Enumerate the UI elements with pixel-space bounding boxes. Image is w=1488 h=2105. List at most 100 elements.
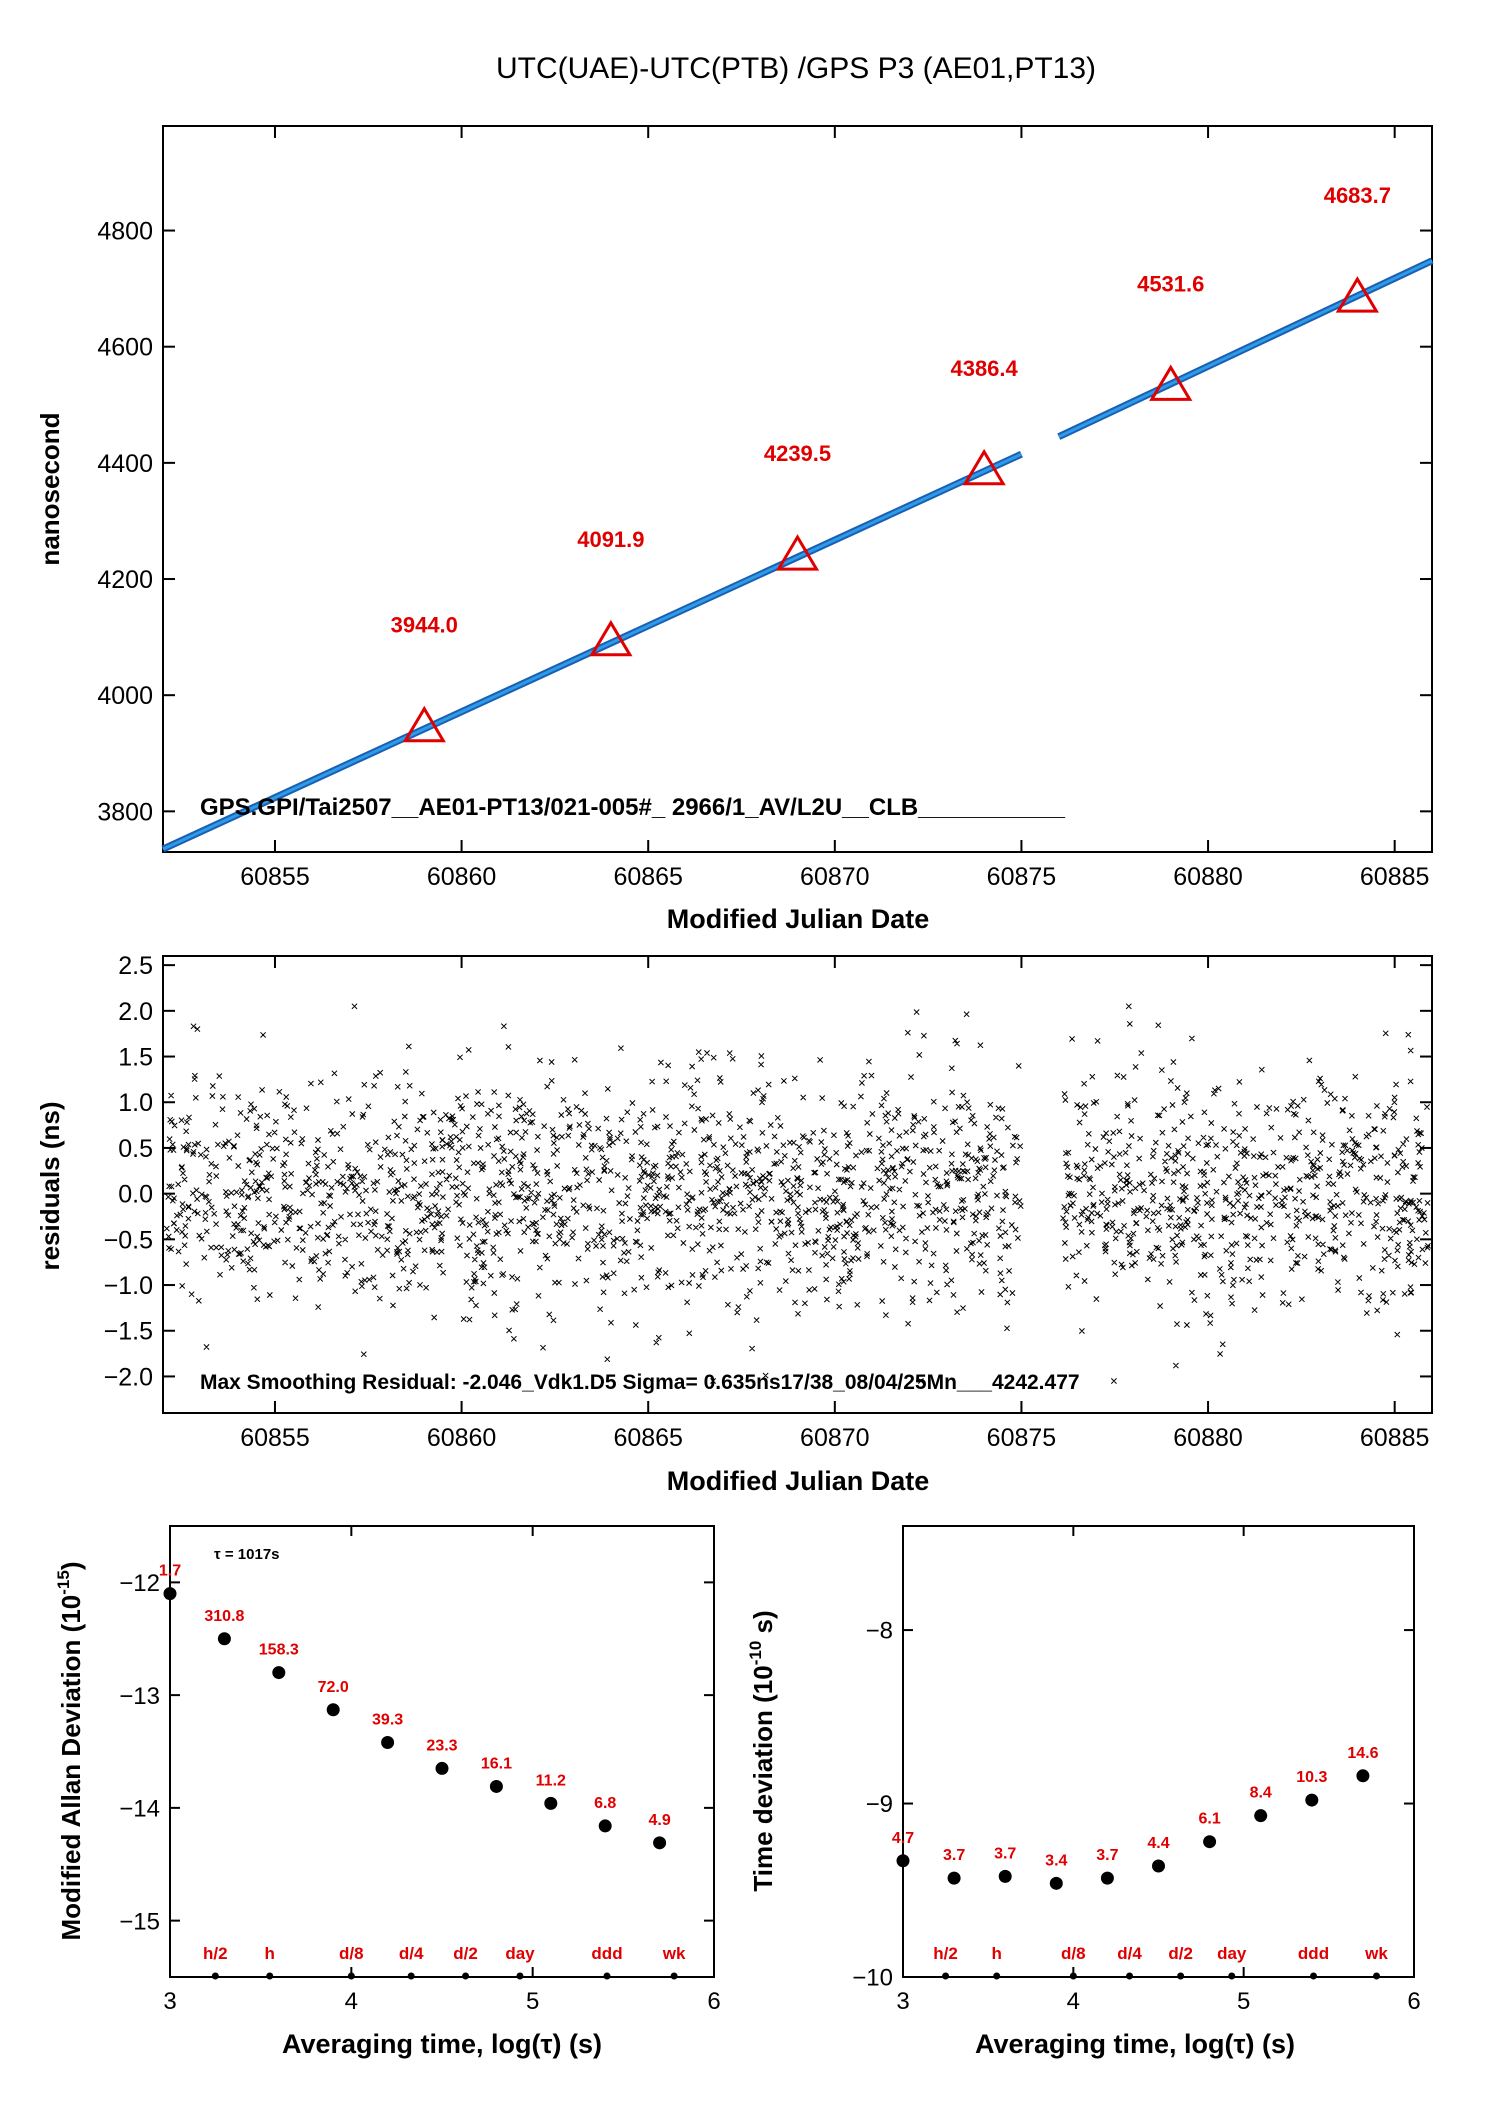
- x-tick-label: 60875: [987, 863, 1057, 891]
- residual-points: [163, 1003, 1431, 1384]
- y-tick-label: 4400: [97, 450, 153, 478]
- y-tick-label: 1.5: [118, 1044, 153, 1072]
- period-markers: h/2 h d/8 d/4 d/2 day ddd wk: [203, 1944, 686, 1980]
- y-tick-label: −2.0: [104, 1363, 153, 1391]
- period-tick: [1177, 1972, 1185, 1980]
- data-point: [381, 1735, 395, 1749]
- x-tick-label: 60860: [427, 1424, 497, 1452]
- x-tick-label: 60875: [987, 1424, 1057, 1452]
- y-tick-label: −1.0: [104, 1272, 153, 1300]
- plot-frame: [169, 1525, 715, 1978]
- plot-frame: [902, 1525, 1415, 1978]
- value-label: 3.7: [1096, 1847, 1118, 1864]
- value-label: 6.8: [594, 1795, 616, 1812]
- plot-frame: [162, 125, 1433, 853]
- y-tick-label: −9: [866, 1791, 893, 1818]
- value-label: 23.3: [426, 1737, 457, 1754]
- time-series-panel: 3800 4000 4200 4400 4600 4800 60855 60860 60865…: [35, 125, 1434, 934]
- marker-label: 3944.0: [391, 613, 458, 638]
- y-tick-label: 0.0: [118, 1181, 153, 1209]
- y-axis-label-text: Modified Allan Deviation (10: [56, 1595, 86, 1941]
- y-tick-label: 2.5: [118, 952, 153, 980]
- x-tick-label: 60870: [800, 1424, 870, 1452]
- x-axis: 3 4 5 6: [896, 1526, 1421, 2015]
- period-label: h/2: [933, 1944, 958, 1963]
- x-axis-label: Modified Julian Date: [667, 1466, 930, 1496]
- x-axis: 60855 60860 60865 60870 60875 60880 60885: [240, 956, 1429, 1452]
- y-axis: −15 −14 −13 −12: [119, 1570, 714, 1935]
- period-tick: [462, 1972, 470, 1980]
- series-line-core: [1058, 259, 1433, 439]
- chart-title: UTC(UAE)-UTC(PTB) /GPS P3 (AE01,PT13): [496, 52, 1096, 85]
- period-label: h: [991, 1944, 1001, 1963]
- x-tick-label: 60870: [800, 863, 870, 891]
- data-point: [1305, 1793, 1319, 1807]
- period-label: d/4: [1117, 1944, 1142, 1963]
- x-tick-label: 60865: [613, 1424, 683, 1452]
- period-tick: [211, 1972, 219, 1980]
- period-label: d/2: [453, 1944, 478, 1963]
- y-tick-label: −10: [852, 1965, 893, 1992]
- period-tick: [347, 1972, 355, 1980]
- value-label: 3.4: [1045, 1852, 1067, 1869]
- annotation: Max Smoothing Residual: -2.046_Vdk1.D5 S…: [200, 1371, 1080, 1394]
- x-tick-label: 4: [1067, 1988, 1080, 2015]
- y-axis-label-exponent: -15: [54, 1570, 73, 1595]
- x-tick-label: 4: [345, 1988, 358, 2015]
- period-label: ddd: [1298, 1944, 1329, 1963]
- data-point: [326, 1703, 340, 1717]
- x-tick-label: 60885: [1360, 1424, 1430, 1452]
- value-label: 8.4: [1250, 1785, 1272, 1802]
- x-tick-label: 3: [163, 1988, 176, 2015]
- marker-label: 4386.4: [950, 356, 1018, 381]
- period-tick: [266, 1972, 274, 1980]
- period-tick: [603, 1972, 611, 1980]
- period-tick: [1126, 1972, 1134, 1980]
- marker-label: 4239.5: [764, 441, 831, 466]
- data-point: [1049, 1876, 1063, 1890]
- y-axis-label-exponent: -10: [746, 1641, 765, 1666]
- value-label: 3.7: [943, 1847, 965, 1864]
- period-label: h/2: [203, 1944, 228, 1963]
- value-label: 4.7: [892, 1830, 914, 1847]
- x-tick-label: 5: [526, 1988, 539, 2015]
- period-tick: [1069, 1972, 1077, 1980]
- y-tick-label: 4800: [97, 218, 153, 246]
- value-label: 4.9: [648, 1812, 670, 1829]
- data-point: [947, 1871, 961, 1885]
- y-axis-label-end: ): [56, 1562, 86, 1571]
- x-tick-label: 60865: [613, 863, 683, 891]
- y-tick-label: 2.0: [118, 998, 153, 1026]
- value-label: 16.1: [481, 1755, 512, 1772]
- data-point: [1254, 1809, 1268, 1823]
- period-label: d/4: [399, 1944, 424, 1963]
- y-axis: 3800 4000 4200 4400 4600 4800: [97, 218, 1432, 826]
- period-tick: [516, 1972, 524, 1980]
- x-axis-label: Averaging time, log(τ) (s): [282, 2029, 602, 2059]
- x-axis: 60855 60860 60865 60870 60875 60880 60885: [240, 126, 1429, 891]
- data-point: [998, 1869, 1012, 1883]
- y-axis: −2.0 −1.5 −1.0 −0.5 0.0 0.5 1.0 1.5 2.0 2.5: [104, 952, 1432, 1391]
- period-label: d/8: [1061, 1944, 1086, 1963]
- triangle-marker: [1149, 364, 1193, 401]
- period-label: wk: [1364, 1944, 1388, 1963]
- y-tick-label: −14: [119, 1796, 160, 1823]
- x-tick-label: 3: [896, 1988, 909, 2015]
- x-tick-label: 60880: [1173, 863, 1243, 891]
- x-tick-label: 60885: [1360, 863, 1430, 891]
- plot-frame: [162, 955, 1433, 1414]
- data-point: [217, 1632, 231, 1646]
- value-label: 72.0: [318, 1679, 349, 1696]
- triangle-marker: [589, 619, 633, 657]
- x-tick-label: 5: [1237, 1988, 1250, 2015]
- data-point: [272, 1666, 286, 1680]
- period-label: h: [265, 1944, 275, 1963]
- value-label: 11.2: [536, 1772, 566, 1789]
- period-tick: [1373, 1972, 1381, 1980]
- value-label: 39.3: [372, 1711, 403, 1728]
- y-tick-label: −12: [119, 1570, 160, 1597]
- period-label: wk: [662, 1944, 686, 1963]
- x-axis-label: Modified Julian Date: [667, 904, 930, 934]
